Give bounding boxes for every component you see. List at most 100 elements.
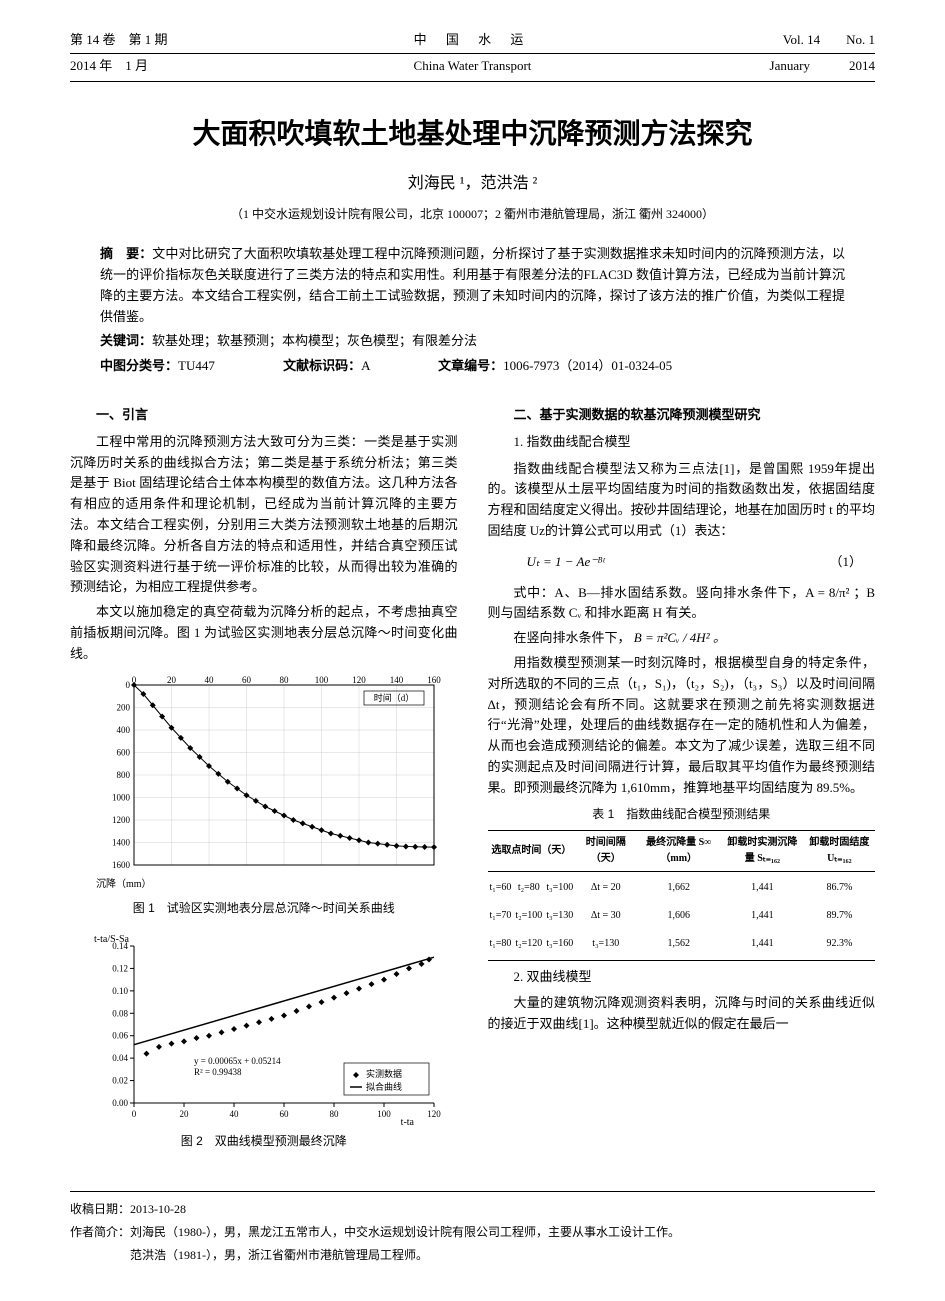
- article-title: 大面积吹填软土地基处理中沉降预测方法探究: [70, 112, 875, 157]
- svg-text:y = 0.00065x + 0.05214: y = 0.00065x + 0.05214: [194, 1055, 281, 1065]
- svg-text:0.00: 0.00: [112, 1098, 128, 1108]
- svg-text:沉降（mm）: 沉降（mm）: [96, 877, 152, 890]
- body-columns: 一、引言 工程中常用的沉降预测方法大致可分为三类：一类是基于实测沉降历时关系的曲…: [70, 397, 875, 1161]
- svg-text:0.04: 0.04: [112, 1053, 128, 1063]
- svg-text:200: 200: [116, 702, 130, 712]
- subheading-2-2: 2. 双曲线模型: [488, 967, 876, 988]
- eq1-body: Uₜ = 1 − Ae⁻ᴮᵗ: [527, 552, 605, 573]
- svg-text:1200: 1200: [112, 815, 131, 825]
- th-time: 选取点时间（天）: [488, 830, 576, 871]
- journal-en: China Water Transport: [414, 56, 532, 77]
- th-interval: 时间间隔（天）: [575, 830, 636, 871]
- recv-label: 收稿日期：: [70, 1202, 130, 1216]
- vol-en: Vol. 14: [783, 32, 820, 47]
- fig1-chart: 0204060801001201401600200400600800100012…: [84, 675, 444, 895]
- journal-header-row2: 2014 年 1 月 China Water Transport January…: [70, 56, 875, 82]
- clc: TU447: [178, 358, 215, 373]
- issue-cn: 第 1 期: [129, 32, 168, 47]
- article-id: 1006-7973（2014）01-0324-05: [503, 358, 672, 373]
- svg-text:120: 120: [427, 1109, 441, 1119]
- keywords-label: 关键词：: [100, 333, 152, 348]
- section-1-heading: 一、引言: [70, 405, 458, 426]
- keywords: 软基处理；软基预测；本构模型；灰色模型；有限差分法: [152, 333, 477, 348]
- left-column: 一、引言 工程中常用的沉降预测方法大致可分为三类：一类是基于实测沉降历时关系的曲…: [70, 397, 458, 1161]
- affiliation: （1 中交水运规划设计院有限公司，北京 100007；2 衢州市港航管理局，浙江…: [70, 205, 875, 224]
- year-en: 2014: [849, 58, 875, 73]
- svg-text:0.10: 0.10: [112, 986, 128, 996]
- eq2-body: B = π²Cᵥ / 4H² 。: [634, 630, 726, 645]
- recv-date: 2013-10-28: [130, 1202, 186, 1216]
- eq1-num: （1）: [829, 552, 875, 573]
- abstract-text: 文中对比研究了大面积吹填软基处理工程中沉降预测问题，分析探讨了基于实测数据推求未…: [100, 246, 845, 323]
- r-p1: 指数曲线配合模型法又称为三点法[1]，是曾国熙 1959年提出的。该模型从土层平…: [488, 459, 876, 542]
- svg-text:400: 400: [116, 725, 130, 735]
- equation-1: Uₜ = 1 − Ae⁻ᴮᵗ （1）: [488, 552, 876, 573]
- table1-title: 表 1 指数曲线配合模型预测结果: [488, 805, 876, 824]
- svg-text:R² = 0.99438: R² = 0.99438: [194, 1067, 242, 1077]
- section-2-heading: 二、基于实测数据的软基沉降预测模型研究: [488, 405, 876, 426]
- svg-text:0.06: 0.06: [112, 1030, 128, 1040]
- fig2-caption: 图 2 双曲线模型预测最终沉降: [70, 1132, 458, 1151]
- svg-text:800: 800: [116, 770, 130, 780]
- svg-text:80: 80: [279, 675, 289, 685]
- th-u: 卸载时固结度 Uₜ₌₁₆₂: [804, 830, 875, 871]
- footer: 收稿日期：2013-10-28 作者简介：刘海民（1980-），男，黑龙江五常市…: [70, 1191, 875, 1266]
- article-id-label: 文章编号：: [438, 358, 503, 373]
- vol-cn: 第 14 卷: [70, 32, 116, 47]
- svg-text:0.02: 0.02: [112, 1075, 128, 1085]
- subheading-2-1: 1. 指数曲线配合模型: [488, 432, 876, 453]
- abstract-block: 摘 要：文中对比研究了大面积吹填软基处理工程中沉降预测问题，分析探讨了基于实测数…: [100, 244, 845, 377]
- svg-text:拟合曲线: 拟合曲线: [366, 1081, 402, 1092]
- svg-text:100: 100: [377, 1109, 391, 1119]
- fig1-caption: 图 1 试验区实测地表分层总沉降～时间关系曲线: [70, 899, 458, 918]
- clc-label: 中图分类号：: [100, 358, 178, 373]
- svg-text:40: 40: [229, 1109, 239, 1119]
- svg-text:实测数据: 实测数据: [366, 1068, 402, 1079]
- fig2-chart: 0204060801001200.000.020.040.060.080.100…: [84, 928, 444, 1128]
- figure-1: 0204060801001201401600200400600800100012…: [70, 675, 458, 918]
- bio1: 刘海民（1980-），男，黑龙江五常市人，中交水运规划设计院有限公司工程师，主要…: [130, 1225, 680, 1239]
- svg-text:t-ta/S-Sa: t-ta/S-Sa: [94, 934, 130, 945]
- table-row: t₁=70t₂=100t₃=130Δt = 301,6061,44189.7%: [488, 904, 876, 932]
- bio2: 范洪浩（1981-），男，浙江省衢州市港航管理局工程师。: [130, 1248, 428, 1262]
- year-cn: 2014 年: [70, 58, 112, 73]
- bio-label: 作者简介：: [70, 1225, 130, 1239]
- svg-text:40: 40: [204, 675, 214, 685]
- svg-text:60: 60: [242, 675, 252, 685]
- table-1: 选取点时间（天） 时间间隔（天） 最终沉降量 S∞（mm） 卸载时实测沉降量 S…: [488, 830, 876, 961]
- svg-text:0.08: 0.08: [112, 1008, 128, 1018]
- table-row: t₁=60t₂=80t₃=100Δt = 201,6621,44186.7%: [488, 871, 876, 904]
- r-p4: 用指数模型预测某一时刻沉降时，根据模型自身的特定条件，对所选取的不同的三点（t₁…: [488, 653, 876, 799]
- svg-text:1600: 1600: [112, 860, 131, 870]
- abstract-label: 摘 要：: [100, 246, 152, 261]
- intro-p1: 工程中常用的沉降预测方法大致可分为三类：一类是基于实测沉降历时关系的曲线拟合方法…: [70, 432, 458, 598]
- th-s162: 卸载时实测沉降量 Sₜ₌₁₆₂: [721, 830, 804, 871]
- svg-text:140: 140: [390, 675, 404, 685]
- month-en: January: [770, 58, 810, 73]
- svg-text:0: 0: [132, 1109, 137, 1119]
- r-p3: 在竖向排水条件下， B = π²Cᵥ / 4H² 。: [488, 628, 876, 649]
- svg-text:1400: 1400: [112, 837, 131, 847]
- th-sinf: 最终沉降量 S∞（mm）: [636, 830, 721, 871]
- svg-text:20: 20: [167, 675, 177, 685]
- svg-text:60: 60: [279, 1109, 289, 1119]
- svg-text:80: 80: [329, 1109, 339, 1119]
- figure-2: 0204060801001200.000.020.040.060.080.100…: [70, 928, 458, 1151]
- journal-cn: 中 国 水 运: [414, 30, 532, 51]
- issue-en: No. 1: [846, 32, 875, 47]
- svg-text:20: 20: [179, 1109, 189, 1119]
- month-cn: 1 月: [125, 58, 148, 73]
- r-p5: 大量的建筑物沉降观测资料表明，沉降与时间的关系曲线近似的接近于双曲线[1]。这种…: [488, 993, 876, 1035]
- svg-text:100: 100: [315, 675, 329, 685]
- doc-code: A: [361, 358, 370, 373]
- svg-text:120: 120: [352, 675, 366, 685]
- doc-code-label: 文献标识码：: [283, 358, 361, 373]
- svg-text:160: 160: [427, 675, 441, 685]
- authors: 刘海民 ¹，范洪浩 ²: [70, 171, 875, 197]
- svg-text:0: 0: [125, 680, 130, 690]
- journal-header-row1: 第 14 卷 第 1 期 中 国 水 运 Vol. 14 No. 1: [70, 30, 875, 54]
- svg-text:时间（d）: 时间（d）: [373, 692, 414, 703]
- right-column: 二、基于实测数据的软基沉降预测模型研究 1. 指数曲线配合模型 指数曲线配合模型…: [488, 397, 876, 1161]
- r-p2: 式中：A、B—排水固结系数。竖向排水条件下，A = 8/π² ；B 则与固结系数…: [488, 583, 876, 625]
- intro-p2: 本文以施加稳定的真空荷载为沉降分析的起点，不考虑抽真空前插板期间沉降。图 1 为…: [70, 602, 458, 664]
